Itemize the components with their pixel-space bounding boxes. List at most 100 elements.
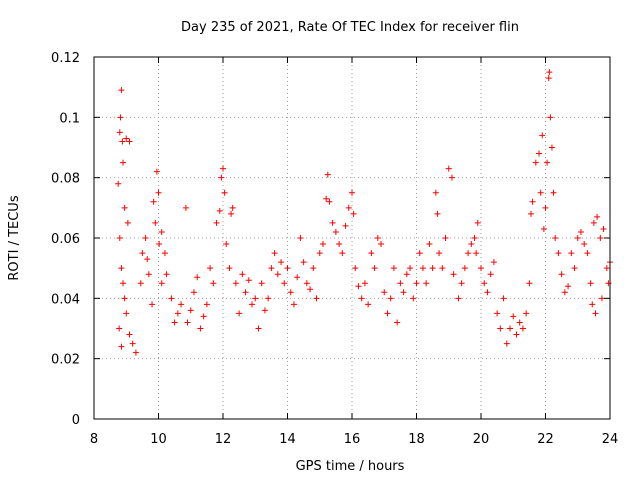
data-point [339, 250, 346, 257]
data-point [352, 265, 359, 272]
data-point [152, 219, 159, 226]
y-tick-label: 0.08 [51, 172, 80, 187]
data-point [316, 250, 323, 257]
data-point [368, 250, 375, 257]
data-point [249, 301, 256, 308]
x-tick-label: 14 [279, 432, 296, 447]
data-point [358, 295, 365, 302]
data-point [163, 271, 170, 278]
y-tick-label: 0.06 [51, 232, 80, 247]
data-point [218, 174, 225, 181]
data-point [203, 301, 210, 308]
data-point [118, 87, 125, 94]
data-point [221, 189, 228, 196]
x-tick-labels: 8 10 12 14 16 18 20 22 24 [90, 432, 618, 447]
data-point [468, 241, 475, 248]
data-point [116, 325, 123, 332]
data-point [598, 295, 605, 302]
data-point [182, 204, 189, 211]
data-point [603, 265, 610, 272]
data-point [536, 150, 543, 157]
data-point [516, 319, 523, 326]
data-point [592, 310, 599, 317]
x-tick-label: 24 [602, 432, 619, 447]
data-point [153, 168, 160, 175]
data-point [278, 259, 285, 266]
data-point [332, 228, 339, 235]
data-point [303, 280, 310, 287]
data-point [310, 265, 317, 272]
data-point [229, 204, 236, 211]
data-point [137, 280, 144, 287]
data-point [115, 180, 122, 187]
data-point [336, 241, 343, 248]
data-point [403, 271, 410, 278]
data-point [155, 189, 162, 196]
data-point [150, 198, 157, 205]
x-tick-label: 10 [150, 432, 167, 447]
data-point [442, 235, 449, 241]
data-point [577, 228, 584, 235]
data-point [590, 219, 597, 226]
data-point [220, 165, 226, 172]
data-point [190, 289, 197, 296]
data-point [194, 274, 201, 281]
data-point [123, 135, 130, 142]
data-point [307, 286, 314, 293]
y-tick-label: 0.04 [51, 292, 80, 307]
data-point [184, 319, 191, 326]
data-point [142, 235, 149, 241]
data-point [129, 340, 136, 347]
data-point [158, 280, 165, 287]
data-point [546, 69, 553, 76]
y-tick-label: 0 [72, 413, 80, 428]
data-point [118, 343, 125, 350]
data-point [497, 325, 504, 332]
data-point [416, 250, 423, 257]
data-point [584, 250, 591, 257]
data-point [171, 319, 178, 326]
data-point [458, 280, 465, 287]
data-point [158, 228, 165, 235]
data-point [345, 204, 352, 211]
data-point [550, 189, 557, 196]
data-point [471, 235, 478, 241]
data-point [432, 189, 439, 196]
data-point [232, 280, 239, 287]
data-point [587, 280, 594, 287]
data-point [597, 235, 604, 241]
data-point [500, 295, 507, 302]
grid-lines [94, 57, 610, 419]
data-point [139, 250, 146, 257]
data-point [547, 114, 554, 121]
data-point [197, 325, 204, 332]
data-point [519, 325, 526, 332]
data-point [473, 250, 480, 257]
y-axis-label: ROTI / TECUs [7, 195, 22, 280]
data-point [342, 222, 349, 229]
data-point [207, 265, 214, 272]
data-point [268, 265, 275, 272]
data-point [544, 159, 551, 166]
data-point [378, 241, 385, 248]
data-point [116, 129, 123, 136]
data-point [144, 256, 151, 263]
data-point [461, 265, 468, 272]
data-point [271, 250, 278, 257]
data-point [574, 235, 581, 241]
data-point [397, 280, 404, 287]
data-point [527, 210, 534, 217]
data-point [284, 265, 291, 272]
data-point [529, 198, 536, 205]
data-point [571, 265, 578, 272]
x-tick-label: 20 [473, 432, 490, 447]
data-point [381, 289, 388, 296]
data-point [371, 265, 378, 272]
data-point [161, 250, 168, 257]
y-tick-label: 0.12 [51, 51, 80, 66]
data-point [281, 280, 288, 287]
data-point [513, 331, 520, 338]
data-point [429, 265, 436, 272]
data-point [124, 219, 131, 226]
data-point [300, 259, 307, 266]
